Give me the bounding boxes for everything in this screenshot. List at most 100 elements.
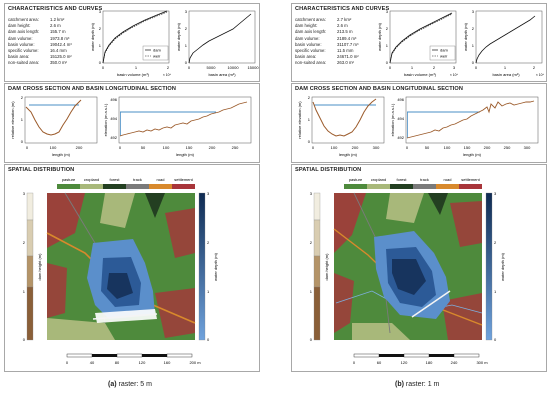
xtick: 3 (453, 65, 456, 70)
xtick: 100 (50, 145, 57, 150)
scale-bar (66, 353, 193, 358)
legend-road: road (443, 177, 451, 182)
terrain-long-profile (119, 101, 248, 137)
xtick: 5000 (207, 65, 217, 70)
y-axis-label: elevation (m a.s.l.) (390, 103, 395, 136)
ytick: 3 (386, 9, 389, 14)
ytick: 494 (110, 116, 117, 121)
stat-row: non-suited area: 350.0 m² (8, 60, 67, 66)
spatial-distribution-map: pasture cropland forest track road settl… (23, 177, 218, 365)
xtick: 50 (141, 145, 146, 150)
ytick: 1 (494, 289, 497, 294)
xtick: 2 (167, 65, 170, 70)
basin-longitudinal-chart: 496 494 492 0 50 100 150 200 250 300 ele… (390, 96, 539, 157)
x-axis-label: basin volume (m³) (404, 72, 437, 77)
xtick: 300 (373, 145, 380, 150)
xtick: 2 (433, 65, 436, 70)
ytick: 1 (99, 43, 102, 48)
xtick: 0 (312, 145, 315, 150)
x-axis-label: basin area (m²) (208, 72, 236, 77)
xtick: 150 (464, 145, 471, 150)
ytick: 0 (207, 337, 210, 342)
water-depth-label: water depth (m) (213, 252, 218, 281)
legend-settlement: settlement (461, 177, 480, 182)
legend-weir: weir (440, 54, 448, 59)
scale-tick: 0 (353, 360, 356, 365)
area-curve (188, 13, 252, 64)
ytick: 2 (21, 95, 24, 100)
xtick: 0 (102, 65, 105, 70)
xtick: 0 (406, 145, 409, 150)
x-axis-label: length (m) (339, 152, 358, 157)
dam-cross-section-chart: 2 1 0 0 100 200 relative elevation (m) l… (10, 95, 98, 157)
ytick: 0 (23, 337, 26, 342)
ytick: 3 (310, 191, 313, 196)
legend-forest: forest (396, 177, 407, 182)
scale-tick: 80 (115, 360, 120, 365)
sections-box: DAM CROSS SECTION AND BASIN LONGITUDINAL… (291, 83, 547, 163)
ytick: 3 (185, 9, 188, 14)
ytick: 2 (99, 26, 102, 31)
stat-row: non-suited area: 263.0 m² (295, 60, 354, 66)
x-axis-label: length (m) (463, 152, 482, 157)
scale-tick: 240 (451, 360, 458, 365)
characteristics-box: CHARACTERISTICS AND CURVES catchment are… (4, 3, 260, 82)
y-axis-label: relative elevation (m) (297, 101, 302, 139)
xtick: 200 (484, 145, 491, 150)
ytick: 1 (207, 289, 210, 294)
y-axis-label: water depth (m) (90, 22, 95, 51)
xtick: 100 (163, 145, 170, 150)
legend-track: track (133, 177, 142, 182)
sections-title: DAM CROSS SECTION AND BASIN LONGITUDINAL… (8, 86, 176, 92)
terrain-long-profile (406, 100, 535, 139)
scale-tick: 300 m (476, 360, 488, 365)
spatial-box: SPATIAL DISTRIBUTION pasture cropland fo… (291, 164, 547, 372)
xtick: 1 (411, 65, 414, 70)
ytick: 1 (310, 289, 313, 294)
terrain-cross-profile (312, 98, 377, 137)
caption-a: (a) raster: 5 m (108, 381, 152, 388)
legend-pasture: pasture (349, 177, 363, 182)
characteristics-box: CHARACTERISTICS AND CURVES catchment are… (291, 3, 547, 82)
scale-bar (353, 353, 480, 358)
weir-curve (102, 11, 168, 64)
stat-row: specific volume: 11.5 mm (295, 47, 354, 53)
area-curve (475, 15, 536, 64)
terrain-cross-profile (25, 99, 82, 136)
water-depth-label: water depth (m) (500, 252, 505, 281)
ytick: 496 (110, 97, 117, 102)
stat-row: catchment area: 2.7 km² (295, 17, 352, 22)
sections-box: DAM CROSS SECTION AND BASIN LONGITUDINAL… (4, 83, 260, 163)
legend-settlement: settlement (174, 177, 193, 182)
ytick: 3 (23, 191, 26, 196)
y-axis-label: water depth (m) (176, 22, 181, 51)
legend-cropland: cropland (371, 177, 386, 182)
caption-label: (b) (395, 381, 404, 388)
xtick: 2 (533, 65, 536, 70)
xtick: 100 (444, 145, 451, 150)
xtick: 1 (135, 65, 138, 70)
ytick: 2 (185, 26, 188, 31)
xtick: 0 (188, 65, 191, 70)
y-axis-label: water depth (m) (377, 22, 382, 51)
sections-title: DAM CROSS SECTION AND BASIN LONGITUDINAL… (295, 86, 463, 92)
legend-weir: weir (153, 54, 161, 59)
characteristics-title: CHARACTERISTICS AND CURVES (8, 6, 103, 12)
xtick: 15000 (247, 65, 259, 70)
ytick: 2 (472, 26, 475, 31)
weir-curve (389, 13, 453, 64)
scale-tick: 60 (377, 360, 382, 365)
characteristics-title: CHARACTERISTICS AND CURVES (295, 6, 390, 12)
xtick: 200 (209, 145, 216, 150)
stat-row: catchment area: 1.2 km² (8, 17, 65, 22)
y-axis-label: elevation (m a.s.l.) (103, 103, 108, 136)
spatial-title: SPATIAL DISTRIBUTION (295, 167, 362, 173)
ytick: 0 (308, 139, 311, 144)
stat-row: dam height: 2.6 m (8, 23, 61, 29)
scale-tick: 160 (164, 360, 171, 365)
ytick: 1 (472, 43, 475, 48)
ytick: 1 (21, 117, 24, 122)
stat-row: basin area: 24671.0 m² (295, 54, 359, 60)
xtick: 100 (331, 145, 338, 150)
xtick: 0 (475, 65, 478, 70)
